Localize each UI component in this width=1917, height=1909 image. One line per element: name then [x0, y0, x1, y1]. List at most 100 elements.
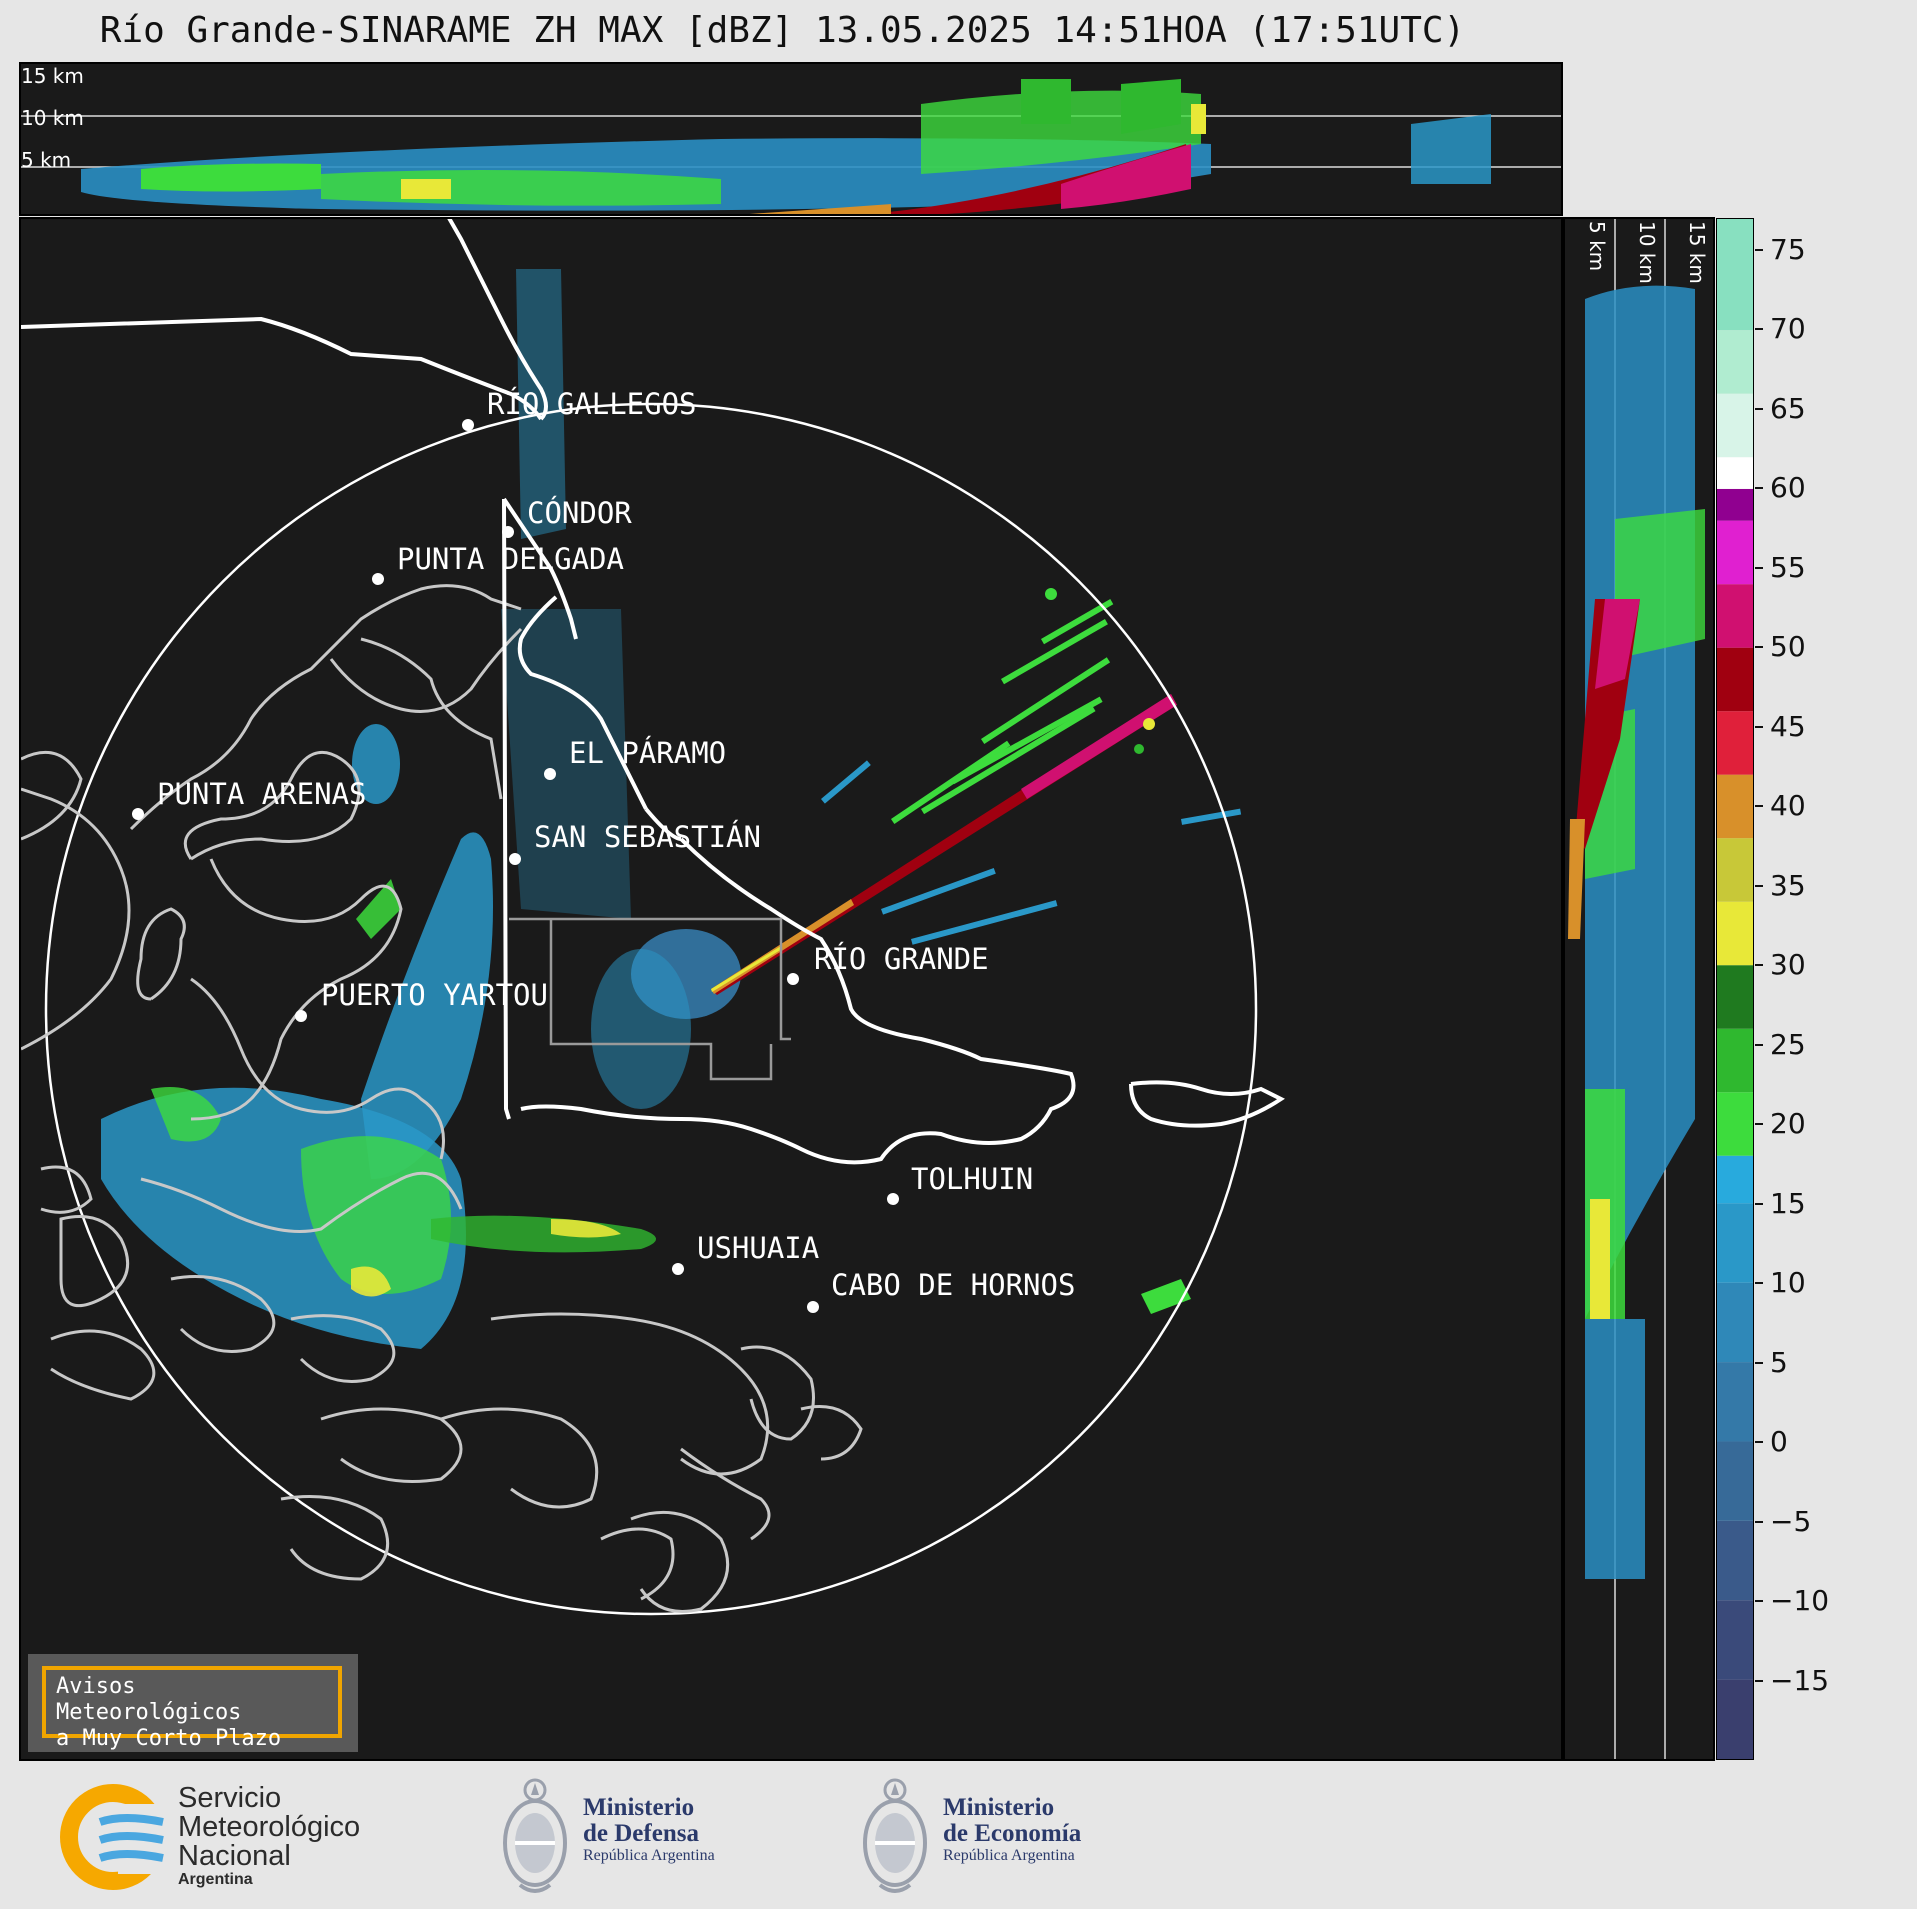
city-marker-dot: [372, 573, 384, 585]
radar-echoes: [101, 269, 1242, 1349]
city-label: RÍO GALLEGOS: [487, 387, 697, 421]
colorbar-tick-label: −10: [1770, 1584, 1830, 1618]
colorbar-tick: [1755, 884, 1763, 887]
city-label: TOLHUIN: [911, 1162, 1033, 1196]
right-height-label-10km: 10 km: [1635, 221, 1659, 284]
smn-emblem-icon: [60, 1784, 178, 1890]
smn-line-2: Meteorológico: [178, 1811, 361, 1843]
colorbar-segment: [1717, 488, 1753, 521]
colorbar-tick-label: −5: [1770, 1504, 1812, 1538]
colorbar-tick: [1755, 646, 1763, 649]
colorbar-segment: [1717, 838, 1753, 902]
city-marker-dot: [462, 419, 474, 431]
ministerio-economia-logo: Ministerio de Economía República Argenti…: [855, 1775, 1125, 1900]
colorbar-segment: [1717, 711, 1753, 775]
city-label: CABO DE HORNOS: [831, 1268, 1075, 1302]
coastlines: [21, 584, 863, 1613]
colorbar-tick-label: 0: [1770, 1425, 1788, 1459]
colorbar-tick-label: 25: [1770, 1027, 1806, 1061]
defensa-line-3: República Argentina: [583, 1847, 715, 1864]
notice-line-2: a Muy Corto Plazo: [56, 1726, 282, 1751]
colorbar-tick: [1755, 1600, 1763, 1603]
city-marker-dot: [887, 1193, 899, 1205]
city-label: SAN SEBASTIÁN: [534, 820, 761, 854]
economia-line-1: Ministerio: [943, 1794, 1055, 1821]
economia-line-2: de Economía: [943, 1820, 1082, 1847]
colorbar-segment: [1717, 1028, 1753, 1093]
city-label: PUNTA DELGADA: [397, 542, 624, 576]
notice-line-1: Avisos Meteorológicos: [56, 1674, 242, 1725]
colorbar-segment: [1717, 901, 1753, 966]
notice-frame: Avisos Meteorológicos a Muy Corto Plazo: [42, 1666, 342, 1751]
colorbar-tick-label: 50: [1770, 630, 1806, 664]
colorbar-tick-label: 55: [1770, 550, 1806, 584]
city-marker-dot: [544, 768, 556, 780]
colorbar-tick-label: 45: [1770, 709, 1806, 743]
smn-line-4: Argentina: [178, 1871, 253, 1888]
right-cross-section-panel: 5 km 10 km 15 km: [1563, 217, 1715, 1761]
notice-box: Avisos Meteorológicos a Muy Corto Plazo: [28, 1654, 358, 1752]
colorbar-tick: [1755, 1202, 1763, 1205]
city-marker-dot: [502, 526, 514, 538]
argentina-coat-of-arms-icon: [503, 1778, 567, 1893]
colorbar-tick: [1755, 1123, 1763, 1126]
colorbar-segment: [1717, 584, 1753, 648]
colorbar-tick-label: 30: [1770, 948, 1806, 982]
colorbar-tick-label: 40: [1770, 789, 1806, 823]
colorbar-tick-label: 15: [1770, 1186, 1806, 1220]
colorbar-segment: [1717, 393, 1753, 458]
colorbar-tick-label: 70: [1770, 312, 1806, 346]
colorbar-segment: [1717, 330, 1753, 394]
colorbar-tick-label: 5: [1770, 1345, 1788, 1379]
right-height-label-5km: 5 km: [1585, 221, 1609, 272]
right-height-label-15km: 15 km: [1685, 221, 1709, 284]
dbz-colorbar: [1716, 218, 1754, 1760]
economia-line-3: República Argentina: [943, 1847, 1075, 1864]
smn-line-1: Servicio: [178, 1782, 282, 1814]
city-label: USHUAIA: [697, 1231, 819, 1265]
colorbar-segment: [1717, 1155, 1753, 1204]
radar-map-svg: RÍO GALLEGOS CÓNDOR PUNTA DELGADA PUNTA ARE…: [21, 219, 1285, 1616]
height-label-10km: 10 km: [21, 106, 84, 130]
colorbar-segment: [1717, 1203, 1753, 1283]
colorbar-tick: [1755, 487, 1763, 490]
colorbar-tick: [1755, 1361, 1763, 1364]
colorbar-tick-label: 20: [1770, 1107, 1806, 1141]
city-label: CÓNDOR: [527, 496, 632, 530]
city-label: EL PÁRAMO: [569, 736, 726, 770]
colorbar-segment: [1717, 457, 1753, 489]
top-cross-section-panel: 15 km 10 km 5 km: [19, 62, 1563, 216]
colorbar-tick: [1755, 248, 1763, 251]
colorbar-tick: [1755, 964, 1763, 967]
colorbar-segment: [1717, 1362, 1753, 1442]
colorbar-tick: [1755, 407, 1763, 410]
height-label-5km: 5 km: [21, 148, 72, 172]
city-label: PUNTA ARENAS: [157, 777, 367, 811]
colorbar-segment: [1717, 1282, 1753, 1363]
colorbar-tick: [1755, 328, 1763, 331]
city-marker-dot: [295, 1010, 307, 1022]
colorbar-segment: [1717, 774, 1753, 839]
colorbar-tick-label: 35: [1770, 868, 1806, 902]
provincial-border: [509, 917, 791, 1081]
colorbar-tick: [1755, 1520, 1763, 1523]
colorbar-tick: [1755, 1679, 1763, 1682]
city-label: PUERTO YARTOU: [321, 978, 548, 1012]
top-cross-section-svg: [21, 79, 1561, 214]
colorbar-tick-label: 65: [1770, 391, 1806, 425]
smn-logo: Servicio Meteorológico Nacional Argentin…: [58, 1782, 398, 1892]
right-cross-section-svg: [1568, 219, 1705, 1759]
colorbar-tick-label: −15: [1770, 1663, 1830, 1697]
city-marker-dot: [672, 1263, 684, 1275]
colorbar-tick-label: 10: [1770, 1266, 1806, 1300]
colorbar-segment: [1717, 1520, 1753, 1601]
colorbar-tick: [1755, 1441, 1763, 1444]
colorbar-segment: [1717, 965, 1753, 1029]
colorbar-tick: [1755, 566, 1763, 569]
colorbar-tick: [1755, 725, 1763, 728]
colorbar-tick: [1755, 1043, 1763, 1046]
colorbar-segment: [1717, 1600, 1753, 1680]
city-label: RÍO GRANDE: [814, 942, 989, 976]
political-borders: [21, 219, 1285, 1165]
colorbar-segment: [1717, 647, 1753, 712]
